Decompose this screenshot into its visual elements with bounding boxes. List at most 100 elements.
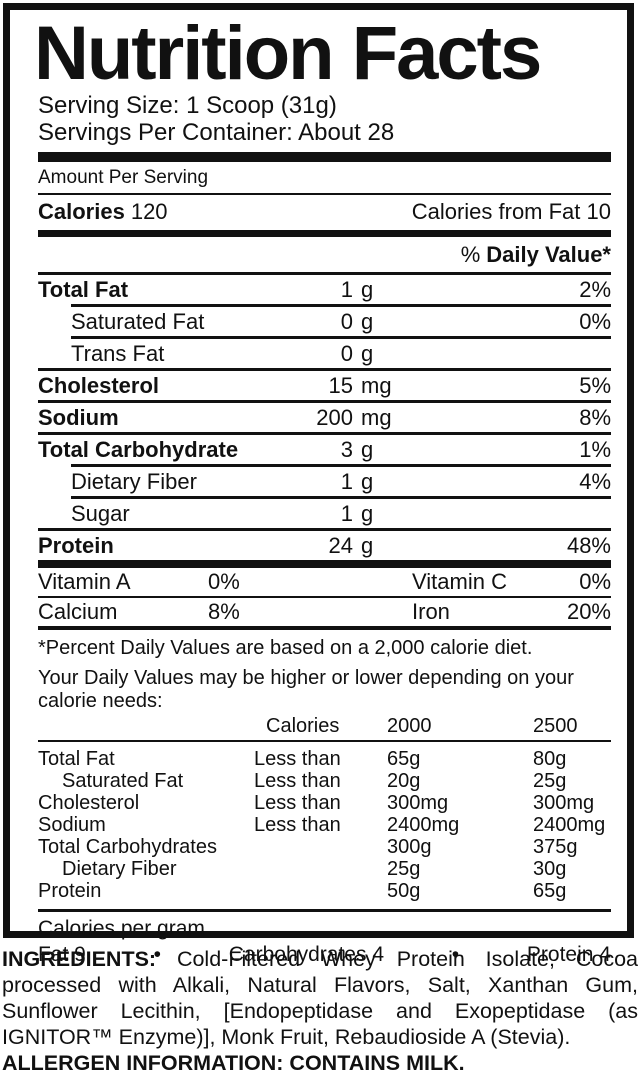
nutrient-amount: 24 bbox=[328, 533, 353, 558]
nutrient-row-sugar: Sugar 1 g bbox=[38, 499, 611, 528]
nutrient-name: Trans Fat bbox=[71, 341, 165, 366]
table-row: Total Carbohydrates 300g 375g bbox=[38, 836, 611, 858]
thick-divider bbox=[38, 230, 611, 237]
table-row: Protein 50g 65g bbox=[38, 880, 611, 902]
calories-label: Calories bbox=[38, 199, 125, 224]
ingredients-text: Cold-Filtered Whey Protein Isolate, Coco… bbox=[2, 947, 638, 1049]
row-value-2000: 20g bbox=[387, 770, 421, 792]
nutrient-unit: g bbox=[361, 533, 374, 558]
nutrient-unit: g bbox=[361, 501, 374, 526]
header-2000: 2000 bbox=[387, 715, 432, 737]
nutrient-row-sodium: Sodium 200 mg 8% bbox=[38, 403, 611, 432]
nutrient-amount: 1 bbox=[340, 277, 353, 302]
row-value-2500: 80g bbox=[533, 748, 567, 770]
row-label: Protein bbox=[38, 880, 102, 902]
amount-per-serving: Amount Per Serving bbox=[38, 162, 611, 195]
micronutrient-name: Vitamin C bbox=[412, 569, 507, 594]
panel-title: Nutrition Facts bbox=[34, 11, 542, 96]
nutrient-name: Cholesterol bbox=[38, 373, 160, 398]
nutrient-amount: 1 bbox=[340, 501, 353, 526]
row-label: Total Fat bbox=[38, 748, 115, 770]
row-qualifier bbox=[254, 880, 387, 902]
nutrient-daily-value: 2% bbox=[579, 277, 611, 302]
daily-value-header: % Daily Value* bbox=[38, 237, 611, 275]
nutrient-amount: 0 bbox=[340, 341, 353, 366]
calories-per-gram-section: Calories per gram Fat 9 • Carbohydrates … bbox=[38, 909, 611, 967]
nutrient-row-trans-fat: Trans Fat 0 g bbox=[38, 339, 611, 368]
micronutrient-value: 0% bbox=[208, 569, 240, 594]
nutrient-unit: mg bbox=[361, 373, 392, 398]
divider bbox=[38, 596, 611, 598]
row-qualifier bbox=[254, 858, 387, 880]
nutrient-amount: 1 bbox=[340, 469, 353, 494]
calories-value: 120 bbox=[130, 199, 168, 224]
daily-value-footnote: *Percent Daily Values are based on a 2,0… bbox=[38, 630, 611, 713]
divider bbox=[38, 626, 611, 630]
cpg-fat: Fat 9 bbox=[38, 943, 86, 966]
row-value-2000: 2400mg bbox=[387, 814, 460, 836]
nutrient-row-dietary-fiber: Dietary Fiber 1 g 4% bbox=[38, 467, 611, 496]
nutrient-row-cholesterol: Cholesterol 15 mg 5% bbox=[38, 371, 611, 400]
row-qualifier: Less than bbox=[254, 792, 341, 814]
table-row: Cholesterol Less than 300mg 300mg bbox=[38, 792, 611, 814]
micronutrient-value: 0% bbox=[579, 569, 611, 594]
divider bbox=[71, 496, 611, 499]
footnote-line-1: *Percent Daily Values are based on a 2,0… bbox=[38, 637, 533, 659]
nutrient-daily-value: 4% bbox=[579, 469, 611, 494]
nutrient-daily-value: 8% bbox=[579, 405, 611, 430]
calories: Calories 120 bbox=[38, 199, 168, 225]
micronutrient-value: 20% bbox=[566, 599, 611, 624]
micronutrient-row-vitamins: Vitamin A 0% Vitamin C 0% bbox=[38, 568, 611, 596]
daily-values-table-header: Calories 2000 2500 bbox=[38, 715, 611, 742]
row-qualifier bbox=[254, 836, 387, 858]
header-calories: Calories bbox=[266, 715, 340, 737]
nutrient-amount: 200 bbox=[316, 405, 353, 430]
row-label: Sodium bbox=[38, 814, 106, 836]
row-value-2500: 30g bbox=[533, 858, 567, 880]
row-value-2000: 25g bbox=[387, 858, 421, 880]
micronutrient-row-minerals: Calcium 8% Iron 20% bbox=[38, 598, 611, 626]
nutrient-row-saturated-fat: Saturated Fat 0 g 0% bbox=[38, 307, 611, 336]
serving-size: Serving Size: 1 Scoop (31g) bbox=[38, 92, 337, 119]
nutrient-daily-value: 48% bbox=[566, 533, 611, 558]
nutrient-unit: g bbox=[361, 469, 374, 494]
row-value-2000: 50g bbox=[387, 880, 421, 902]
divider bbox=[38, 528, 611, 531]
nutrient-unit: mg bbox=[361, 405, 392, 430]
row-value-2500: 2400mg bbox=[533, 814, 606, 836]
row-value-2500: 375g bbox=[533, 836, 578, 858]
daily-value-percent-sign: % bbox=[460, 242, 481, 267]
nutrient-name: Total Fat bbox=[38, 277, 129, 302]
calories-per-gram-values: Fat 9 • Carbohydrates 4 • Protein 4 bbox=[38, 941, 611, 967]
nutrient-name: Saturated Fat bbox=[71, 309, 205, 334]
nutrient-name: Dietary Fiber bbox=[71, 469, 197, 494]
row-label: Dietary Fiber bbox=[62, 858, 177, 880]
nutrient-row-protein: Protein 24 g 48% bbox=[38, 531, 611, 560]
header-2500: 2500 bbox=[533, 715, 578, 737]
table-row: Saturated Fat Less than 20g 25g bbox=[38, 770, 611, 792]
calories-row: Calories 120 Calories from Fat 10 bbox=[38, 195, 611, 230]
nutrient-daily-value: 0% bbox=[579, 309, 611, 334]
nutrient-unit: g bbox=[361, 277, 374, 302]
daily-values-table: Calories 2000 2500 Total Fat Less than 6… bbox=[38, 715, 611, 902]
bullet-icon: • bbox=[153, 943, 161, 966]
divider bbox=[38, 368, 611, 371]
thick-divider bbox=[38, 152, 611, 162]
nutrient-unit: g bbox=[361, 309, 374, 334]
divider bbox=[38, 400, 611, 403]
row-qualifier: Less than bbox=[254, 814, 341, 836]
nutrient-name: Sugar bbox=[71, 501, 130, 526]
nutrient-daily-value: 1% bbox=[579, 437, 611, 462]
bullet-icon: • bbox=[451, 943, 460, 966]
table-row: Sodium Less than 2400mg 2400mg bbox=[38, 814, 611, 836]
table-row: Dietary Fiber 25g 30g bbox=[38, 858, 611, 880]
row-label: Saturated Fat bbox=[62, 770, 184, 792]
nutrient-amount: 15 bbox=[328, 373, 353, 398]
divider bbox=[71, 336, 611, 339]
nutrition-facts-panel: Nutrition Facts Serving Size: 1 Scoop (3… bbox=[3, 3, 634, 966]
header-spacer bbox=[38, 715, 254, 737]
nutrient-row-total-fat: Total Fat 1 g 2% bbox=[38, 275, 611, 304]
divider bbox=[71, 304, 611, 307]
nutrient-amount: 3 bbox=[340, 437, 353, 462]
row-value-2000: 300mg bbox=[387, 792, 449, 814]
